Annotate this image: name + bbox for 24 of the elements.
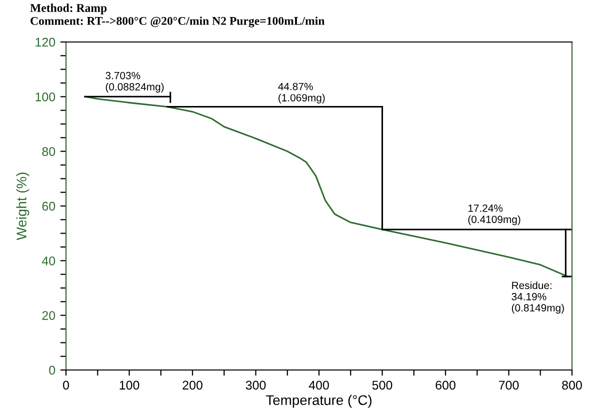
chart-title: Comment: RT-->800°C @20°C/min N2 Purge=100mL/min xyxy=(30,16,325,28)
x-tick-label: 500 xyxy=(372,380,392,390)
y-tick-label: 60 xyxy=(42,202,56,211)
y-tick-label: 20 xyxy=(42,311,56,320)
x-tick-label: 600 xyxy=(436,380,456,390)
x-tick-label: 700 xyxy=(498,380,519,390)
annotation: 3.703% (0.08824mg) xyxy=(106,72,164,93)
x-tick-label: 800 xyxy=(562,380,582,390)
annotation: 44.87% (1.069mg) xyxy=(278,82,325,104)
annotation: Residue: 34.19% (0.8149mg) xyxy=(512,281,564,314)
y-tick-label: 0 xyxy=(49,366,56,375)
y-tick-label: 80 xyxy=(42,147,56,156)
x-tick-label: 300 xyxy=(246,380,266,390)
x-axis-title: Temperature (°C) xyxy=(266,394,372,408)
x-tick-label: 200 xyxy=(182,380,202,390)
y-axis-title: Weight (%) xyxy=(16,172,30,240)
y-tick-label: 40 xyxy=(42,256,56,266)
x-tick-label: 0 xyxy=(63,380,69,390)
chart-subtitle: Method: Ramp xyxy=(30,4,107,14)
x-tick-label: 100 xyxy=(120,380,140,390)
y-tick-label: 100 xyxy=(36,92,56,102)
annotation: 17.24% (0.4109mg) xyxy=(468,204,520,226)
x-tick-label: 400 xyxy=(308,380,329,390)
y-tick-label: 120 xyxy=(36,38,56,47)
